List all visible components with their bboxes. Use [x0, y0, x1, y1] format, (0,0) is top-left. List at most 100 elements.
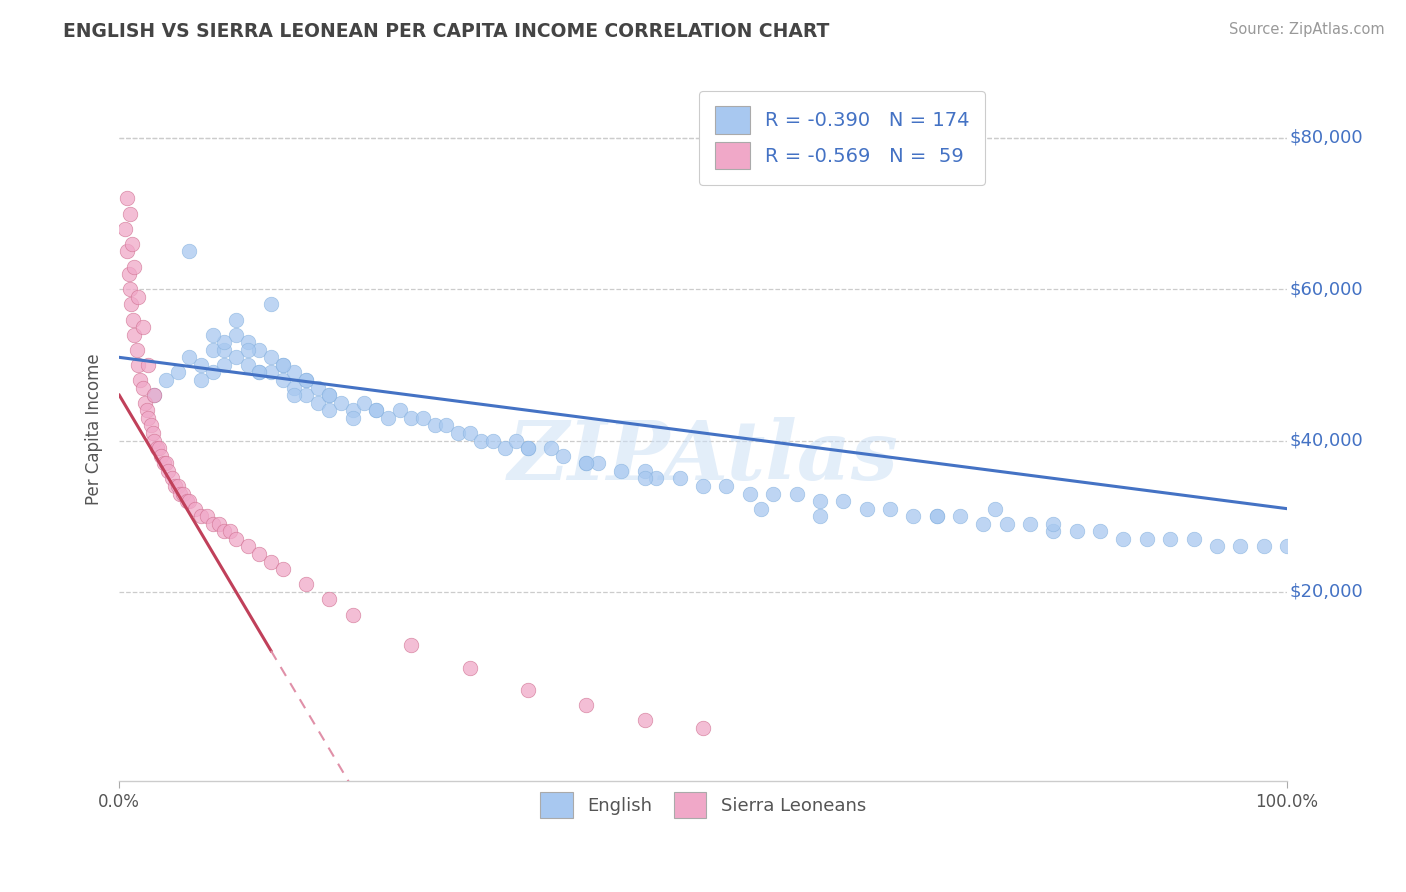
- Point: [482, 434, 505, 448]
- Point: [120, 297, 142, 311]
- Point: [399, 410, 422, 425]
- Point: [214, 358, 236, 372]
- Point: [136, 403, 159, 417]
- Point: [143, 434, 166, 448]
- Point: [808, 494, 831, 508]
- Point: [260, 297, 283, 311]
- Point: [295, 373, 318, 387]
- Text: $20,000: $20,000: [1289, 582, 1362, 601]
- Point: [124, 260, 146, 274]
- Point: [260, 366, 283, 380]
- Point: [1229, 540, 1251, 554]
- Point: [762, 486, 785, 500]
- Point: [247, 366, 270, 380]
- Point: [692, 479, 714, 493]
- Point: [330, 396, 353, 410]
- Point: [307, 381, 329, 395]
- Text: $80,000: $80,000: [1289, 129, 1362, 147]
- Point: [318, 592, 340, 607]
- Point: [260, 351, 283, 365]
- Point: [458, 425, 481, 440]
- Point: [131, 381, 153, 395]
- Point: [318, 388, 340, 402]
- Point: [470, 434, 492, 448]
- Point: [949, 509, 972, 524]
- Point: [575, 456, 598, 470]
- Point: [118, 206, 141, 220]
- Point: [214, 524, 236, 539]
- Point: [190, 358, 212, 372]
- Point: [157, 464, 180, 478]
- Point: [155, 456, 177, 470]
- Point: [129, 373, 152, 387]
- Point: [201, 327, 224, 342]
- Point: [179, 494, 201, 508]
- Point: [219, 524, 242, 539]
- Point: [271, 358, 294, 372]
- Point: [634, 464, 657, 478]
- Point: [879, 501, 901, 516]
- Point: [1205, 540, 1227, 554]
- Point: [166, 479, 188, 493]
- Point: [138, 358, 160, 372]
- Text: ENGLISH VS SIERRA LEONEAN PER CAPITA INCOME CORRELATION CHART: ENGLISH VS SIERRA LEONEAN PER CAPITA INC…: [63, 22, 830, 41]
- Point: [145, 441, 167, 455]
- Point: [634, 471, 657, 485]
- Point: [517, 441, 540, 455]
- Point: [645, 471, 668, 485]
- Point: [247, 547, 270, 561]
- Point: [1019, 516, 1042, 531]
- Point: [139, 418, 162, 433]
- Point: [925, 509, 948, 524]
- Point: [1182, 532, 1205, 546]
- Point: [201, 343, 224, 357]
- Point: [575, 456, 598, 470]
- Point: [195, 509, 218, 524]
- Point: [540, 441, 562, 455]
- Point: [447, 425, 470, 440]
- Point: [148, 441, 170, 455]
- Point: [125, 343, 148, 357]
- Point: [283, 388, 305, 402]
- Point: [236, 358, 259, 372]
- Point: [124, 327, 146, 342]
- Point: [388, 403, 411, 417]
- Point: [166, 366, 188, 380]
- Point: [399, 638, 422, 652]
- Point: [1136, 532, 1159, 546]
- Point: [117, 267, 139, 281]
- Point: [143, 388, 166, 402]
- Point: [283, 366, 305, 380]
- Point: [1159, 532, 1181, 546]
- Point: [377, 410, 399, 425]
- Point: [271, 373, 294, 387]
- Point: [184, 501, 207, 516]
- Point: [169, 486, 191, 500]
- Point: [142, 425, 165, 440]
- Point: [117, 192, 139, 206]
- Point: [122, 312, 145, 326]
- Point: [118, 282, 141, 296]
- Point: [271, 562, 294, 576]
- Point: [342, 403, 364, 417]
- Point: [1042, 524, 1064, 539]
- Point: [247, 366, 270, 380]
- Point: [716, 479, 738, 493]
- Point: [225, 351, 247, 365]
- Point: [176, 494, 198, 508]
- Point: [127, 358, 149, 372]
- Point: [855, 501, 877, 516]
- Point: [260, 555, 283, 569]
- Point: [1042, 516, 1064, 531]
- Point: [1253, 540, 1275, 554]
- Point: [342, 410, 364, 425]
- Point: [214, 343, 236, 357]
- Point: [236, 343, 259, 357]
- Text: $40,000: $40,000: [1289, 432, 1362, 450]
- Point: [586, 456, 609, 470]
- Point: [271, 358, 294, 372]
- Point: [225, 327, 247, 342]
- Point: [551, 449, 574, 463]
- Legend: English, Sierra Leoneans: English, Sierra Leoneans: [533, 785, 873, 825]
- Point: [150, 449, 173, 463]
